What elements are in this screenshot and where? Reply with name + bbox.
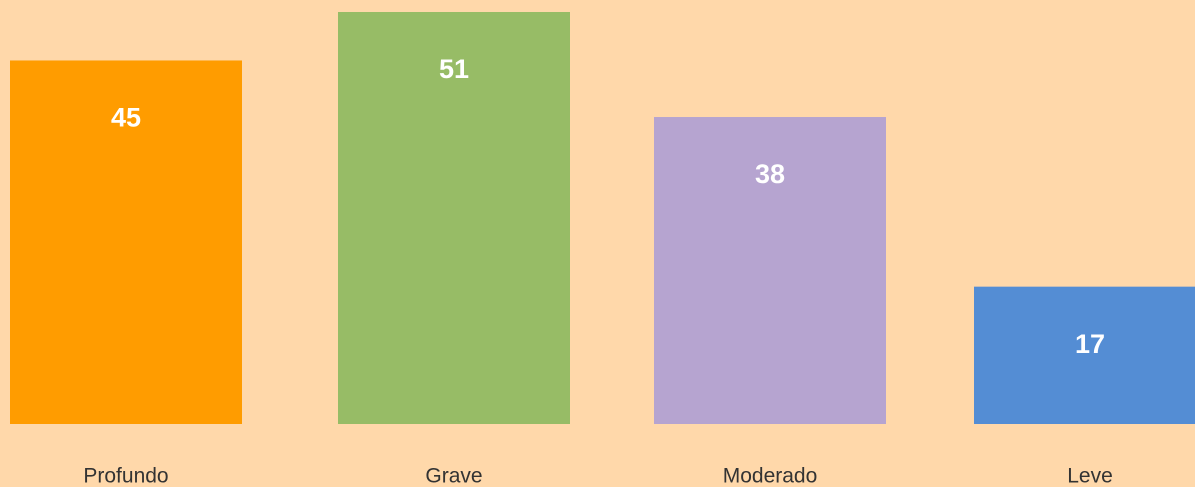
bar	[974, 286, 1195, 424]
value-label: 17	[1075, 329, 1105, 359]
value-label: 45	[111, 103, 141, 133]
bar	[10, 60, 242, 425]
bar	[654, 117, 886, 425]
x-tick-label: Profundo	[83, 465, 168, 487]
value-label: 51	[439, 54, 469, 84]
value-label: 38	[755, 159, 785, 189]
x-tick-label: Moderado	[723, 465, 818, 487]
x-tick-label: Grave	[425, 465, 482, 487]
x-tick-label: Leve	[1067, 465, 1113, 487]
bar	[338, 12, 570, 424]
